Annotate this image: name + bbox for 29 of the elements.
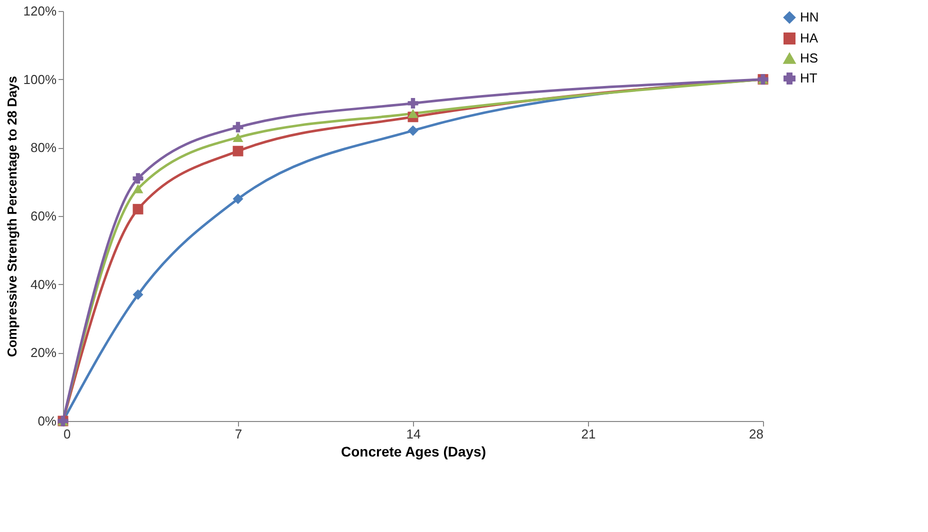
x-tick-label: 0 bbox=[64, 426, 71, 442]
legend-label: HT bbox=[800, 70, 818, 86]
point bbox=[132, 204, 144, 214]
x-axis-title: Concrete Ages (Days) bbox=[341, 444, 486, 460]
point bbox=[232, 194, 244, 204]
legend-label: HN bbox=[800, 10, 819, 24]
y-tick-label: 40% bbox=[30, 276, 57, 292]
point bbox=[408, 98, 418, 108]
y-tick-label: 0% bbox=[38, 414, 57, 428]
y-tick-label: 20% bbox=[30, 345, 57, 360]
x-tick-label: 21 bbox=[581, 426, 596, 442]
x-tick-label: 14 bbox=[406, 426, 421, 442]
point bbox=[408, 108, 418, 118]
x-tick-label: 28 bbox=[749, 426, 764, 442]
point bbox=[232, 122, 244, 132]
point bbox=[132, 184, 144, 194]
x-tick-label: 7 bbox=[234, 426, 242, 442]
y-tick-label: 60% bbox=[30, 208, 57, 224]
point bbox=[132, 173, 144, 184]
y-tick-label: 80% bbox=[30, 140, 57, 156]
point bbox=[232, 146, 244, 156]
point bbox=[408, 125, 418, 136]
point bbox=[132, 289, 144, 300]
y-tick-label: 120% bbox=[23, 4, 57, 18]
point bbox=[232, 132, 244, 142]
legend-label: HS bbox=[800, 50, 818, 66]
legend-label: HA bbox=[800, 30, 818, 46]
y-tick-label: 100% bbox=[23, 72, 57, 87]
y-axis-title: Compressive Strength Percentage to 28 Days bbox=[4, 76, 20, 358]
